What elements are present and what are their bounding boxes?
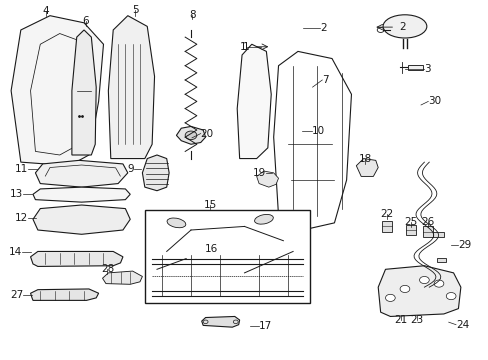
- Bar: [431, 232, 443, 237]
- Text: 22: 22: [380, 209, 393, 219]
- PathPatch shape: [35, 160, 127, 187]
- Text: 28: 28: [101, 264, 114, 274]
- PathPatch shape: [176, 126, 205, 144]
- PathPatch shape: [33, 205, 130, 234]
- PathPatch shape: [30, 289, 99, 300]
- Text: 29: 29: [458, 240, 471, 250]
- PathPatch shape: [237, 44, 271, 158]
- Text: 6: 6: [82, 16, 89, 26]
- PathPatch shape: [377, 266, 460, 316]
- PathPatch shape: [201, 316, 239, 327]
- PathPatch shape: [142, 155, 169, 191]
- PathPatch shape: [108, 16, 154, 158]
- Bar: [381, 221, 391, 232]
- Circle shape: [399, 285, 409, 293]
- Text: 4: 4: [43, 6, 49, 17]
- Text: 26: 26: [421, 217, 434, 227]
- PathPatch shape: [33, 187, 130, 202]
- PathPatch shape: [256, 171, 278, 187]
- Bar: [405, 225, 415, 235]
- Text: 5: 5: [132, 5, 138, 15]
- Circle shape: [419, 276, 428, 284]
- Text: 8: 8: [189, 10, 195, 19]
- Text: 13: 13: [10, 189, 23, 199]
- Text: 20: 20: [201, 129, 213, 139]
- Text: 17: 17: [259, 321, 272, 331]
- Text: 7: 7: [322, 75, 328, 85]
- Text: 30: 30: [427, 96, 441, 107]
- Ellipse shape: [382, 15, 426, 38]
- Text: 14: 14: [9, 247, 22, 257]
- Bar: [423, 226, 432, 237]
- Ellipse shape: [254, 215, 273, 224]
- Circle shape: [185, 131, 197, 140]
- Circle shape: [433, 280, 443, 287]
- Text: 11: 11: [15, 164, 28, 174]
- Circle shape: [446, 293, 455, 300]
- Bar: [407, 64, 422, 70]
- PathPatch shape: [72, 30, 96, 155]
- Text: 18: 18: [358, 154, 371, 164]
- PathPatch shape: [30, 251, 122, 266]
- Text: 2: 2: [319, 23, 326, 33]
- Ellipse shape: [167, 218, 185, 228]
- Text: 15: 15: [203, 200, 217, 210]
- Text: 21: 21: [394, 315, 407, 325]
- Bar: [436, 258, 446, 262]
- Text: 19: 19: [253, 168, 266, 178]
- Text: 2: 2: [398, 22, 405, 32]
- Text: 25: 25: [404, 217, 417, 227]
- Text: 16: 16: [204, 244, 218, 253]
- Text: 12: 12: [15, 213, 28, 223]
- Text: 9: 9: [127, 163, 133, 174]
- Text: 3: 3: [424, 64, 430, 73]
- PathPatch shape: [11, 16, 103, 166]
- PathPatch shape: [102, 271, 142, 284]
- Text: 27: 27: [10, 291, 23, 300]
- Text: 1: 1: [240, 42, 246, 52]
- Text: 23: 23: [409, 315, 423, 325]
- Bar: [144, 210, 309, 303]
- Text: 24: 24: [455, 320, 468, 330]
- Text: 10: 10: [311, 126, 324, 136]
- Circle shape: [385, 294, 394, 301]
- Text: 1: 1: [242, 42, 249, 52]
- PathPatch shape: [356, 158, 377, 176]
